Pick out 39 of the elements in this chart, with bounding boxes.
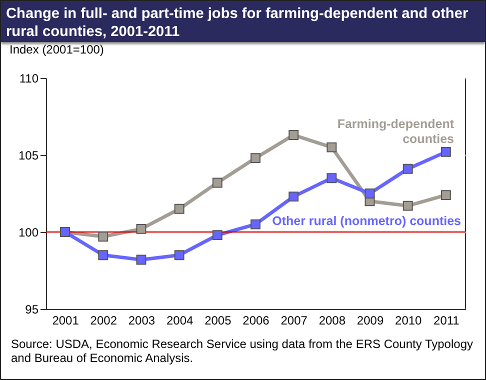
point <box>288 192 299 202</box>
point <box>364 188 375 198</box>
point <box>440 146 451 157</box>
x-tick-label: 2008 <box>318 314 346 328</box>
x-tick-label: 2009 <box>356 314 384 328</box>
x-tick-label: 2006 <box>242 314 270 328</box>
point <box>326 173 337 184</box>
point <box>98 250 108 260</box>
point <box>440 190 451 200</box>
x-tick-label: 2002 <box>90 314 118 328</box>
y-tick-label: 105 <box>18 148 39 162</box>
point <box>402 200 413 211</box>
y-axis-title: Index (2001=100) <box>10 42 104 56</box>
point <box>98 232 108 242</box>
series-label: Farming-dependent counties <box>337 117 455 146</box>
point <box>136 224 146 234</box>
x-tick-label: 2004 <box>166 314 194 328</box>
series-label: Other rural (nonmetro) counties <box>272 214 462 228</box>
point <box>250 219 260 230</box>
x-tick-label: 2003 <box>128 314 156 328</box>
point <box>402 164 413 174</box>
x-tick-label: 2007 <box>280 314 308 328</box>
source-note: Source: USDA, Economic Research Service using data from the ERS County Typology and Bureau of Economic Analysis. <box>11 337 474 365</box>
point <box>212 178 222 188</box>
point <box>212 230 222 240</box>
point <box>288 130 299 140</box>
x-tick-label: 2001 <box>52 314 80 328</box>
y-tick-label: 110 <box>19 72 39 86</box>
x-tick-label: 2011 <box>434 314 460 328</box>
point <box>174 204 184 214</box>
point <box>174 250 184 260</box>
x-tick-label: 2005 <box>204 314 232 328</box>
y-tick-label: 100 <box>18 226 39 240</box>
y-tick-label: 95 <box>25 302 39 316</box>
point <box>136 254 146 265</box>
point <box>326 142 337 152</box>
x-tick-label: 2010 <box>395 314 422 328</box>
point <box>250 153 260 164</box>
chart-title: Change in full- and part-time jobs for farming-dependent and other rural counties, 2001-2011 <box>1 1 485 42</box>
